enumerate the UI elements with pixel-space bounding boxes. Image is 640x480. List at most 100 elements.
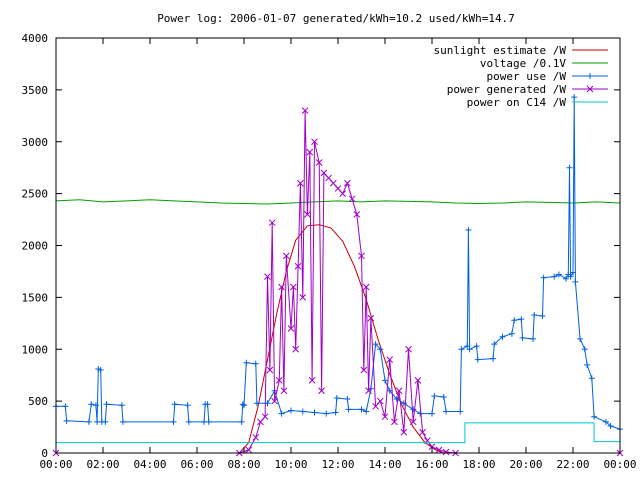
series-2-point-87 bbox=[607, 423, 614, 430]
series-2-point-5 bbox=[92, 402, 99, 409]
series-3-point-52 bbox=[428, 443, 436, 451]
series-2-point-11 bbox=[103, 401, 110, 408]
series-3-point-5 bbox=[261, 413, 269, 421]
series-2-point-43 bbox=[377, 346, 384, 353]
series-3-point-53 bbox=[435, 446, 443, 454]
x-tick-label: 00:00 bbox=[603, 458, 636, 471]
series-2-point-27 bbox=[253, 400, 260, 407]
legend-marker-2 bbox=[587, 73, 593, 79]
y-tick-label: 500 bbox=[28, 395, 48, 408]
series-2-point-20 bbox=[204, 401, 211, 408]
chart-title: Power log: 2006-01-07 generated/kWh=10.2… bbox=[157, 12, 515, 25]
series-2-point-31 bbox=[288, 407, 294, 414]
series-3-point-26 bbox=[318, 387, 325, 395]
x-tick-label: 16:00 bbox=[415, 458, 448, 471]
series-2-point-79 bbox=[571, 94, 578, 101]
series-2-point-2 bbox=[63, 417, 70, 424]
series-3-point-21 bbox=[304, 211, 311, 218]
series-2-point-25 bbox=[243, 359, 250, 366]
series-2-point-57 bbox=[465, 226, 472, 233]
series-2-point-13 bbox=[119, 418, 126, 425]
series-3-point-17 bbox=[294, 262, 302, 270]
series-2-point-63 bbox=[499, 333, 506, 340]
x-tick-label: 02:00 bbox=[86, 458, 119, 471]
series-3-point-9 bbox=[271, 397, 278, 405]
x-tick-label: 10:00 bbox=[274, 458, 307, 471]
series-3-point-6 bbox=[264, 273, 271, 280]
y-tick-label: 3500 bbox=[22, 84, 49, 97]
series-3-point-34 bbox=[353, 211, 361, 218]
series-3-point-8 bbox=[268, 219, 276, 227]
series-3-point-41 bbox=[376, 397, 384, 405]
plot-lines bbox=[52, 94, 624, 457]
series-3-point-37 bbox=[362, 283, 370, 291]
y-tick-label: 4000 bbox=[22, 32, 49, 45]
series-2-point-40 bbox=[363, 408, 370, 415]
series-3-point-3 bbox=[252, 434, 260, 441]
series-2-point-70 bbox=[539, 313, 546, 320]
series-2-point-69 bbox=[531, 312, 538, 319]
series-3-point-45 bbox=[395, 387, 403, 395]
x-tick-label: 20:00 bbox=[509, 458, 542, 471]
series-3-point-32 bbox=[344, 179, 351, 187]
series-3-point-44 bbox=[391, 418, 398, 426]
series-2-point-58 bbox=[466, 346, 473, 353]
series-3-point-19 bbox=[299, 294, 307, 301]
series-2-point-85 bbox=[591, 413, 598, 420]
series-0 bbox=[56, 224, 620, 454]
y-tick-label: 1500 bbox=[22, 291, 49, 304]
series-3-point-16 bbox=[292, 345, 300, 353]
series-3-point-38 bbox=[365, 387, 372, 395]
series-line-4 bbox=[56, 422, 620, 444]
series-2-point-32 bbox=[299, 408, 306, 415]
series-2-point-15 bbox=[171, 401, 178, 408]
series-3-point-35 bbox=[358, 252, 365, 260]
series-2-point-60 bbox=[474, 356, 481, 363]
series-2-point-72 bbox=[551, 273, 558, 280]
series-2-point-81 bbox=[577, 335, 584, 342]
series-2-point-3 bbox=[85, 418, 92, 425]
series-2-point-56 bbox=[464, 343, 471, 350]
series-2-point-77 bbox=[567, 273, 574, 280]
series-2-point-76 bbox=[566, 164, 573, 171]
series-2-point-82 bbox=[581, 346, 588, 353]
series-2-point-26 bbox=[252, 360, 259, 367]
series-2-point-68 bbox=[530, 335, 537, 342]
series-2-point-74 bbox=[562, 275, 569, 282]
series-2-point-23 bbox=[239, 401, 246, 408]
series-2-point-54 bbox=[457, 408, 464, 415]
series-3-point-2 bbox=[245, 446, 253, 454]
series-3-point-33 bbox=[348, 195, 356, 203]
x-tick-label: 08:00 bbox=[227, 458, 260, 471]
series-2-point-24 bbox=[241, 402, 247, 409]
x-tick-label: 00:00 bbox=[39, 458, 72, 471]
series-2-point-71 bbox=[540, 274, 547, 281]
series-2-point-34 bbox=[323, 410, 330, 417]
series-3-point-14 bbox=[287, 325, 295, 332]
series-2-point-84 bbox=[588, 375, 595, 382]
x-tick-label: 22:00 bbox=[556, 458, 589, 471]
series-3-point-49 bbox=[414, 377, 422, 384]
series-3-point-18 bbox=[297, 179, 304, 187]
series-2-point-65 bbox=[511, 317, 518, 324]
series-2-point-86 bbox=[602, 418, 609, 425]
series-3-point-25 bbox=[315, 159, 323, 166]
legend-label-3: power generated /W bbox=[447, 83, 567, 96]
series-2-point-10 bbox=[102, 418, 109, 425]
series-3-point-47 bbox=[405, 345, 412, 353]
series-3-point-31 bbox=[339, 190, 347, 197]
series-2-point-39 bbox=[358, 406, 365, 413]
series-1 bbox=[55, 199, 621, 205]
series-line-1 bbox=[55, 199, 621, 205]
series-2-point-80 bbox=[572, 278, 579, 285]
series-2-point-12 bbox=[118, 402, 125, 409]
series-2-point-78 bbox=[570, 269, 576, 276]
series-2-point-83 bbox=[584, 361, 591, 368]
series-2-point-33 bbox=[311, 409, 318, 416]
series-3-point-50 bbox=[419, 428, 426, 436]
series-line-2 bbox=[56, 97, 621, 430]
series-2-point-67 bbox=[519, 334, 526, 341]
